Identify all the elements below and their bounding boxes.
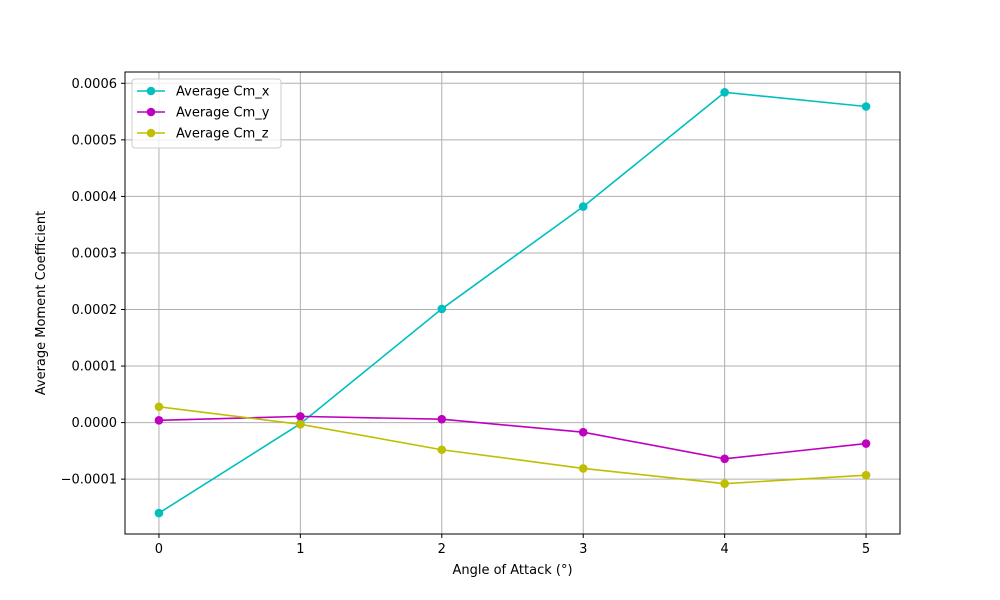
data-point: [720, 454, 729, 464]
legend-swatch-marker: [146, 86, 156, 96]
y-axis-ticks: −0.0001 0.0000 0.0001 0.0002 0.0003 0.0004 0.0…: [61, 77, 125, 488]
series-line: [158, 91, 867, 514]
series-3: [154, 402, 871, 488]
data-point: [861, 102, 871, 111]
data-point: [437, 304, 447, 314]
data-point: [296, 412, 305, 421]
legend-label: Average Cm_y: [176, 106, 270, 121]
legend-item: Average Cm_z: [137, 127, 269, 142]
y-tick-label: 0.0006: [72, 77, 118, 92]
x-tick-label: 1: [296, 542, 304, 557]
x-tick-label: 2: [438, 542, 446, 557]
data-point: [296, 419, 305, 429]
y-tick-label: 0.0000: [72, 416, 118, 431]
x-tick-label: 5: [862, 542, 870, 557]
legend-item: Average Cm_y: [137, 106, 270, 121]
y-tick-label: 0.0003: [72, 246, 118, 261]
legend-swatch-marker: [146, 128, 156, 138]
y-tick-label: 0.0002: [72, 303, 118, 318]
x-axis-ticks: 0 1 2 3 4 5: [155, 534, 870, 557]
data-point: [154, 402, 164, 412]
x-tick-label: 4: [720, 542, 728, 557]
data-point: [720, 479, 729, 488]
y-tick-label: 0.0001: [72, 360, 118, 375]
x-axis-label: Angle of Attack (°): [452, 563, 572, 578]
legend-label: Average Cm_z: [176, 127, 269, 142]
data-point: [720, 88, 729, 97]
legend: Average Cm_x Average Cm_y Average Cm_z: [131, 78, 282, 149]
legend-label: Average Cm_x: [176, 85, 270, 100]
y-axis-label: Average Moment Coefficient: [34, 211, 49, 396]
grid: [125, 72, 900, 534]
y-tick-label: −0.0001: [61, 473, 117, 488]
legend-box: [131, 78, 282, 149]
series-group: [154, 88, 871, 518]
data-point: [154, 416, 164, 425]
data-point: [578, 202, 588, 211]
data-point: [437, 445, 447, 455]
y-tick-label: 0.0005: [72, 133, 118, 148]
data-point: [154, 508, 164, 518]
data-point: [861, 439, 871, 448]
x-tick-label: 3: [579, 542, 587, 557]
legend-item: Average Cm_x: [137, 85, 270, 100]
data-point: [437, 414, 447, 424]
plot-area-frame: [124, 71, 901, 535]
y-tick-label: 0.0004: [72, 190, 118, 205]
data-point: [861, 470, 871, 480]
legend-swatch-marker: [146, 107, 156, 117]
data-point: [578, 427, 588, 437]
series-2: [154, 412, 871, 464]
x-tick-label: 0: [155, 542, 163, 557]
series-line: [158, 405, 867, 485]
data-point: [578, 464, 588, 473]
series-line: [158, 415, 867, 460]
series-1: [154, 88, 871, 518]
